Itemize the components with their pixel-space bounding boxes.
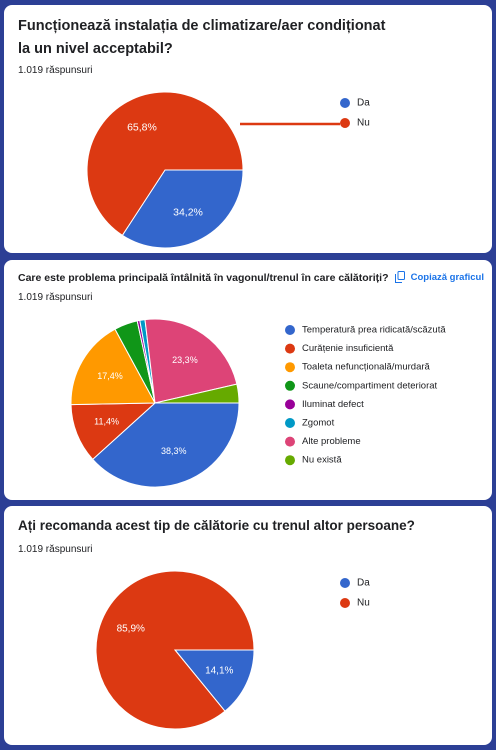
legend-marker: [340, 98, 350, 108]
slice-label: 34,2%: [173, 206, 203, 218]
legend-marker: [340, 598, 350, 608]
card: Care este problema principală întâlnită …: [4, 260, 492, 500]
legend-marker: [340, 118, 350, 128]
copy-chart-button[interactable]: Copiază graficul: [394, 271, 484, 283]
slice-label: 38,3%: [161, 446, 187, 456]
question-title: Ați recomanda acest tip de călătorie cu …: [18, 518, 415, 533]
slice-label: 85,9%: [117, 624, 145, 635]
chart: 14,1% 85,9% Da Nu: [95, 570, 370, 730]
response-count: 1.019 răspunsuri: [18, 544, 93, 555]
slice-label: 17,4%: [97, 371, 123, 381]
chart: 34,2% 65,8% Da Nu: [86, 91, 370, 249]
slice-label: 14,1%: [205, 666, 233, 677]
legend-label: Da: [357, 578, 370, 589]
legend-marker: [285, 436, 295, 447]
legend-marker: [285, 343, 295, 354]
slice-label: 65,8%: [127, 121, 157, 133]
pie-slice: [173, 649, 255, 712]
legend-label: Curățenie insuficientă: [302, 343, 394, 354]
chart: 38,3% 11,4% 17,4% 23,3% Temperatură prea rid…: [70, 318, 446, 488]
legend-marker: [285, 418, 295, 428]
pie-slice: [86, 91, 244, 237]
legend-marker: [285, 455, 295, 466]
response-count: 1.019 răspunsuri: [18, 65, 93, 76]
legend-label: Zgomot: [302, 418, 335, 429]
card: Funcționează instalația de climatizare/a…: [4, 5, 492, 253]
pie-slice: [154, 383, 240, 404]
legend-label: Temperatură prea ridicată/scăzută: [302, 325, 446, 336]
legend-marker: [340, 578, 350, 588]
legend-marker: [285, 380, 295, 391]
legend-label: Iluminat defect: [302, 399, 364, 410]
legend-label: Toaleta nefuncțională/murdară: [302, 362, 431, 373]
pie-slice: [95, 570, 255, 730]
slice-label: 11,4%: [94, 417, 119, 427]
response-count: 1.019 răspunsuri: [18, 292, 93, 303]
legend-label: Nu: [357, 118, 370, 129]
legend-marker: [285, 362, 295, 373]
copy-icon: [394, 271, 405, 283]
pie-slice: [144, 318, 238, 404]
legend-label: Nu: [357, 598, 370, 609]
legend-label: Nu există: [302, 455, 342, 466]
legend-marker: [285, 399, 295, 410]
slice-label: 23,3%: [172, 355, 198, 365]
pie-slice: [91, 402, 240, 488]
legend-label: Scaune/compartiment deteriorat: [302, 380, 438, 391]
question-title: Funcționează instalația de climatizare/a…: [18, 18, 386, 57]
pie-slice: [70, 328, 156, 406]
copy-chart-label: Copiază graficul: [410, 271, 484, 283]
question-title: Care este problema principală întâlnită …: [18, 272, 389, 284]
legend-label: Da: [357, 98, 370, 109]
card: Ați recomanda acest tip de călătorie cu …: [4, 506, 492, 745]
legend-marker: [285, 325, 295, 335]
legend-label: Alte probleme: [302, 436, 361, 447]
